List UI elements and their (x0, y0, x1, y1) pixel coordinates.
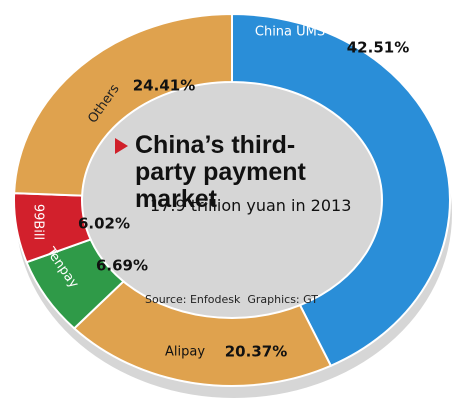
title-marker (115, 138, 128, 154)
value-label: 42.51% (347, 39, 409, 57)
credit: Graphics: GT (247, 293, 318, 306)
value-label: 20.37% (225, 343, 287, 361)
category-label: Alipay (165, 345, 205, 360)
chart-subtitle: 17.9 trillion yuan in 2013 (150, 196, 352, 215)
category-label: China UMS (255, 25, 325, 40)
value-label: 6.69% (96, 257, 148, 275)
donut-segment (231, 12, 451, 368)
donut-segment (13, 12, 233, 197)
chart-title: China’s third-party payment market (135, 131, 306, 213)
value-label: 24.41% (133, 77, 195, 95)
source: Source: Enfodesk (145, 293, 241, 306)
value-label: 6.02% (78, 215, 130, 233)
category-label: 99Bill (31, 204, 46, 240)
source-line: Source: Enfodesk Graphics: GT (145, 293, 318, 306)
